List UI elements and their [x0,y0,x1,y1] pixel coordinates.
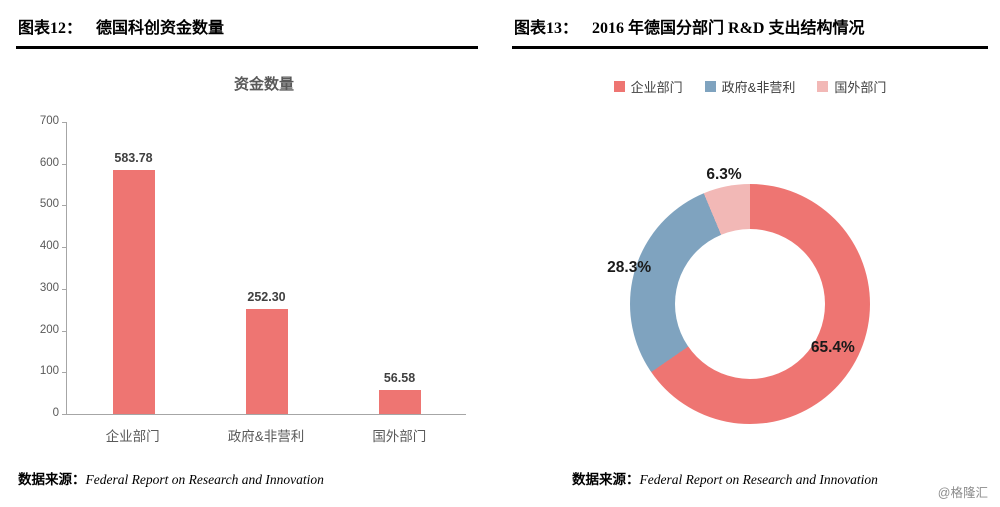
y-axis-tick [62,122,67,123]
left-header-title: 德国科创资金数量 [96,20,225,37]
bar-政府&非营利 [245,308,288,414]
right-panel-header: 图表13： 2016 年德国分部门 R&D 支出结构情况 [512,10,988,49]
donut-pct-label: 28.3% [607,259,652,277]
bar-plot: 583.78 252.30 56.58 0 100 200 300 400 500 600 700 [40,115,466,419]
donut-pct-label: 65.4% [810,338,855,356]
bar-value-label: 56.58 [383,371,416,386]
bar-series: 583.78 252.30 56.58 [67,122,466,414]
y-axis-tick-label: 600 [39,156,59,169]
bar-国外部门 [378,390,421,414]
right-chart-panel: 图表13： 2016 年德国分部门 R&D 支出结构情况 企业部门 政府&非营利 国外… [512,10,988,496]
y-axis-tick-label: 200 [39,323,59,336]
y-axis-tick-label: 400 [39,240,59,253]
legend-swatch-icon [704,81,716,92]
legend-label: 国外部门 [834,80,887,95]
legend-label: 企业部门 [630,80,683,95]
donut-hole [675,229,825,379]
bar-slot: 252.30 [200,122,333,414]
legend-swatch-icon [817,81,829,92]
donut-legend: 企业部门 政府&非营利 国外部门 [512,77,988,96]
legend-swatch-icon [613,81,625,92]
bar-value-label: 583.78 [114,151,153,166]
right-source: 数据来源：Federal Report on Research and Inno… [572,468,878,488]
x-axis-label: 企业部门 [105,429,160,444]
y-axis-tick [62,372,67,374]
left-source: 数据来源：Federal Report on Research and Inno… [18,468,324,488]
left-source-prefix: 数据来源： [18,472,86,487]
y-axis-tick [62,247,67,249]
right-source-text: Federal Report on Research and Innovatio… [639,472,878,487]
y-axis-tick [62,330,67,332]
y-axis-tick-label: 300 [39,281,59,294]
x-axis-labels: 企业部门 政府&非营利 国外部门 [66,425,466,445]
bar-value-label: 252.30 [247,289,286,304]
donut-pct-label: 6.3% [706,165,742,183]
y-axis-tick-label: 500 [39,198,59,211]
bar-slot: 56.58 [333,122,466,414]
y-axis-tick [62,414,67,415]
legend-item: 政府&非营利 [704,77,796,96]
right-header-label: 图表13： [514,20,579,37]
watermark: @格隆汇 [937,486,988,500]
bar-slot: 583.78 [67,122,200,414]
donut-wrap: 65.4% 28.3% 6.3% [607,166,870,424]
right-header-title: 2016 年德国分部门 R&D 支出结构情况 [592,20,865,37]
bar-企业部门 [112,170,155,414]
legend-item: 企业部门 [613,77,683,96]
y-axis-tick [62,163,67,165]
right-source-prefix: 数据来源： [572,472,640,487]
left-header-label: 图表12： [18,20,83,37]
x-axis-label: 政府&非营利 [227,429,305,444]
left-panel-header: 图表12： 德国科创资金数量 [16,10,478,49]
y-axis-tick [62,288,67,290]
y-axis-tick [62,205,67,207]
y-axis-tick-label: 100 [39,365,59,378]
y-axis-tick-label: 0 [52,407,59,419]
x-axis-label: 国外部门 [372,429,427,444]
legend-item: 国外部门 [817,77,886,96]
left-source-text: Federal Report on Research and Innovatio… [85,472,324,487]
legend-label: 政府&非营利 [721,80,796,95]
left-chart-panel: 图表12： 德国科创资金数量 资金数量 583.78 252.30 56.58 0 10… [16,10,478,496]
y-axis-tick-label: 700 [39,115,59,127]
bar-chart-title: 资金数量 [233,76,294,93]
